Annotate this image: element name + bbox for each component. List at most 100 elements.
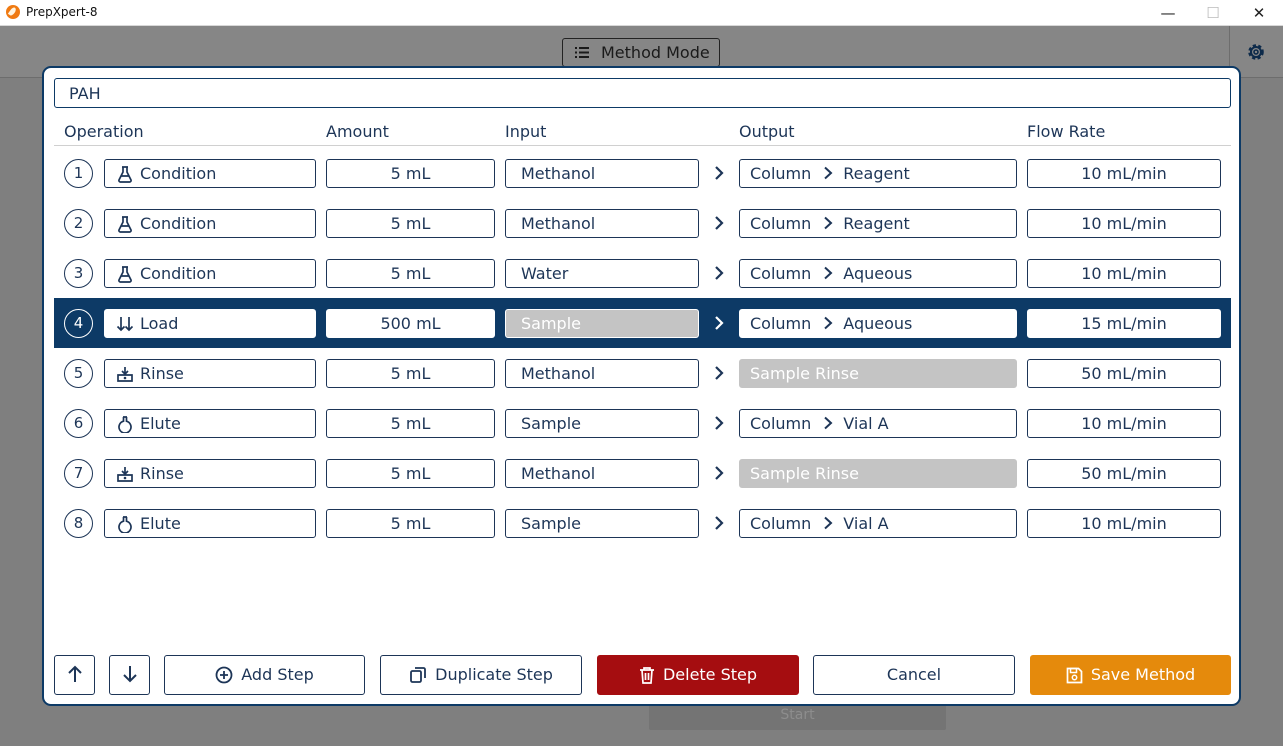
move-down-button[interactable] (109, 655, 150, 695)
method-name-input[interactable] (54, 78, 1231, 108)
step-input-field[interactable]: Methanol (505, 359, 699, 388)
step-operation-label: Condition (140, 164, 217, 183)
add-step-button[interactable]: Add Step (164, 655, 365, 695)
method-mode-label: Method Mode (601, 43, 710, 62)
arrow-down-icon (122, 666, 137, 683)
step-flow-rate-field[interactable]: 10 mL/min (1027, 509, 1221, 538)
step-output-field[interactable]: Column Aqueous (739, 309, 1017, 338)
step-output-field[interactable]: Column Aqueous (739, 259, 1017, 288)
step-flow-rate-field[interactable]: 50 mL/min (1027, 459, 1221, 488)
step-amount-field[interactable]: 5 mL (326, 409, 495, 438)
title-bar: PrepXpert-8 — ☐ ✕ (0, 0, 1283, 26)
window-title: PrepXpert-8 (26, 5, 98, 19)
chevron-right-icon (824, 216, 833, 230)
cancel-label: Cancel (886, 665, 942, 684)
step-flow-rate-field[interactable]: 10 mL/min (1027, 409, 1221, 438)
step-amount-field[interactable]: 5 mL (326, 509, 495, 538)
step-operation-field[interactable]: Elute (104, 409, 316, 438)
step-output-target: Reagent (843, 214, 910, 233)
save-method-button[interactable]: Save Method (1030, 655, 1231, 695)
step-input-field[interactable]: Methanol (505, 459, 699, 488)
step-number[interactable]: 3 (64, 259, 93, 288)
step-amount-field[interactable]: 5 mL (326, 259, 495, 288)
minimize-button[interactable]: — (1160, 4, 1176, 22)
maximize-button[interactable]: ☐ (1206, 4, 1220, 22)
rinse-icon (117, 367, 133, 382)
list-icon (575, 47, 589, 58)
step-output-dest: Column (750, 264, 812, 283)
step-input-field[interactable]: Methanol (505, 159, 699, 188)
flask-icon (118, 266, 132, 283)
step-number[interactable]: 5 (64, 359, 93, 388)
step-amount-field[interactable]: 500 mL (326, 309, 495, 338)
start-label: Start (780, 707, 815, 723)
step-operation-label: Rinse (140, 464, 184, 483)
step-operation-field[interactable]: Load (104, 309, 316, 338)
step-amount-field[interactable]: 5 mL (326, 209, 495, 238)
step-operation-field[interactable]: Rinse (104, 359, 316, 388)
chevron-right-icon (715, 316, 724, 330)
method-editor-dialog: Operation Amount Input Output Flow Rate … (42, 66, 1241, 706)
delete-step-button[interactable]: Delete Step (597, 655, 799, 695)
step-input-field[interactable]: Water (505, 259, 699, 288)
step-operation-label: Condition (140, 264, 217, 283)
step-output-field: Sample Rinse (739, 359, 1017, 388)
step-output-dest: Column (750, 314, 812, 333)
step-number[interactable]: 6 (64, 409, 93, 438)
step-input-field[interactable]: Sample (505, 509, 699, 538)
step-output-field[interactable]: Column Vial A (739, 409, 1017, 438)
step-operation-field[interactable]: Condition (104, 259, 316, 288)
close-button[interactable]: ✕ (1252, 4, 1266, 22)
step-output-label: Sample Rinse (750, 464, 859, 483)
step-row[interactable]: 6 Elute 5 mL Sample Column Vial A 10 mL/m… (54, 398, 1231, 448)
method-mode-button[interactable]: Method Mode (562, 38, 720, 67)
step-row[interactable]: 1 Condition 5 mL Methanol Column Reagent … (54, 148, 1231, 198)
step-output-field[interactable]: Column Reagent (739, 159, 1017, 188)
move-up-button[interactable] (54, 655, 95, 695)
gear-icon[interactable] (1246, 42, 1266, 62)
step-input-field[interactable]: Methanol (505, 209, 699, 238)
step-amount-field[interactable]: 5 mL (326, 159, 495, 188)
step-row[interactable]: 4 Load 500 mL Sample Column Aqueous 15 mL… (54, 298, 1231, 348)
delete-step-label: Delete Step (662, 665, 758, 684)
step-operation-label: Load (140, 314, 179, 333)
step-operation-field[interactable]: Condition (104, 159, 316, 188)
step-input-field[interactable]: Sample (505, 409, 699, 438)
flask-icon (118, 216, 132, 233)
step-number[interactable]: 4 (64, 309, 93, 338)
step-operation-field[interactable]: Condition (104, 209, 316, 238)
header-divider (54, 145, 1231, 146)
column-header-operation: Operation (64, 122, 144, 141)
step-row[interactable]: 8 Elute 5 mL Sample Column Vial A 10 mL/m… (54, 498, 1231, 548)
cancel-button[interactable]: Cancel (813, 655, 1015, 695)
chevron-right-icon (715, 266, 724, 280)
step-amount-field[interactable]: 5 mL (326, 359, 495, 388)
duplicate-step-button[interactable]: Duplicate Step (380, 655, 582, 695)
elute-flask-icon (118, 416, 132, 433)
step-number[interactable]: 2 (64, 209, 93, 238)
chevron-right-icon (715, 216, 724, 230)
step-output-field[interactable]: Column Reagent (739, 209, 1017, 238)
step-flow-rate-field[interactable]: 10 mL/min (1027, 209, 1221, 238)
step-number[interactable]: 7 (64, 459, 93, 488)
step-row[interactable]: 5 Rinse 5 mL Methanol Sample Rinse 50 mL… (54, 348, 1231, 398)
chevron-right-icon (824, 166, 833, 180)
step-operation-field[interactable]: Rinse (104, 459, 316, 488)
step-number[interactable]: 8 (64, 509, 93, 538)
step-row[interactable]: 7 Rinse 5 mL Methanol Sample Rinse 50 mL… (54, 448, 1231, 498)
step-flow-rate-field[interactable]: 50 mL/min (1027, 359, 1221, 388)
step-flow-rate-field[interactable]: 10 mL/min (1027, 159, 1221, 188)
step-amount-field[interactable]: 5 mL (326, 459, 495, 488)
step-flow-rate-field[interactable]: 10 mL/min (1027, 259, 1221, 288)
copy-icon (410, 667, 427, 683)
step-operation-field[interactable]: Elute (104, 509, 316, 538)
column-header-amount: Amount (326, 122, 389, 141)
step-output-field[interactable]: Column Vial A (739, 509, 1017, 538)
step-output-target: Reagent (843, 164, 910, 183)
step-row[interactable]: 3 Condition 5 mL Water Column Aqueous 10 … (54, 248, 1231, 298)
column-header-input: Input (505, 122, 547, 141)
step-row[interactable]: 2 Condition 5 mL Methanol Column Reagent … (54, 198, 1231, 248)
step-number[interactable]: 1 (64, 159, 93, 188)
step-flow-rate-field[interactable]: 15 mL/min (1027, 309, 1221, 338)
elute-flask-icon (118, 516, 132, 533)
